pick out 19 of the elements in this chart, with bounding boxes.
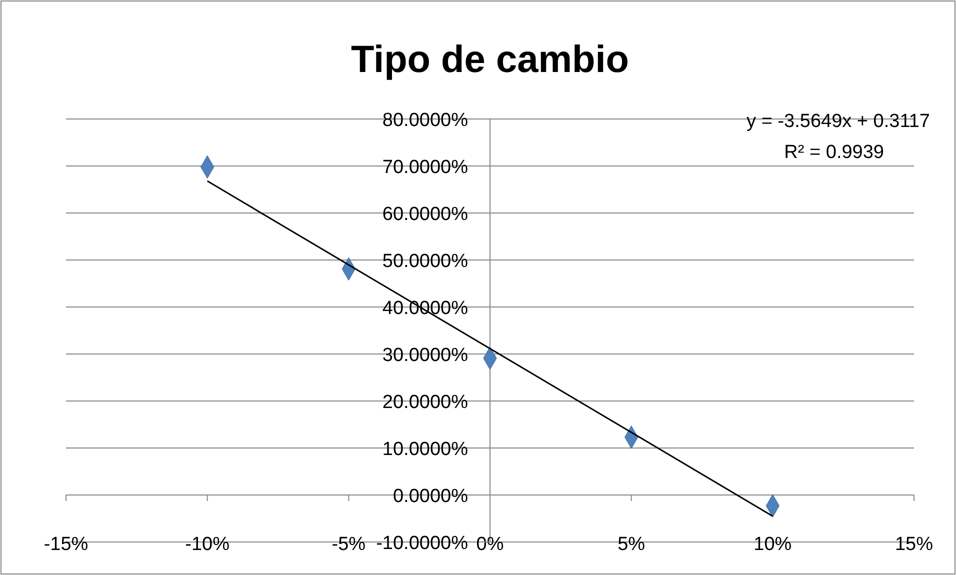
x-tick-label: -10%: [185, 534, 230, 555]
x-tick-label: 10%: [754, 534, 792, 555]
chart-title: Tipo de cambio: [350, 39, 630, 81]
x-tick-label: -15%: [44, 534, 88, 555]
x-tick-label: -5%: [332, 534, 366, 555]
x-tick-label: 5%: [618, 534, 646, 555]
y-tick-label: 60.0000%: [382, 204, 468, 225]
y-tick-label: 10.0000%: [382, 439, 468, 460]
y-tick-label: 20.0000%: [382, 392, 468, 413]
annotation: R² = 0.9939: [784, 142, 884, 163]
y-tick-label: 50.0000%: [382, 251, 468, 272]
y-tick-label: 70.0000%: [382, 157, 468, 178]
annotation: y = -3.5649x + 0.3117: [746, 111, 930, 132]
y-tick-label: -10.0000%: [376, 533, 468, 554]
y-tick-label: 80.0000%: [382, 110, 468, 131]
y-tick-label: 30.0000%: [382, 345, 468, 366]
x-tick-label: 0%: [476, 534, 504, 555]
x-tick-label: 15%: [894, 534, 934, 555]
y-tick-label: 0.0000%: [392, 486, 468, 507]
